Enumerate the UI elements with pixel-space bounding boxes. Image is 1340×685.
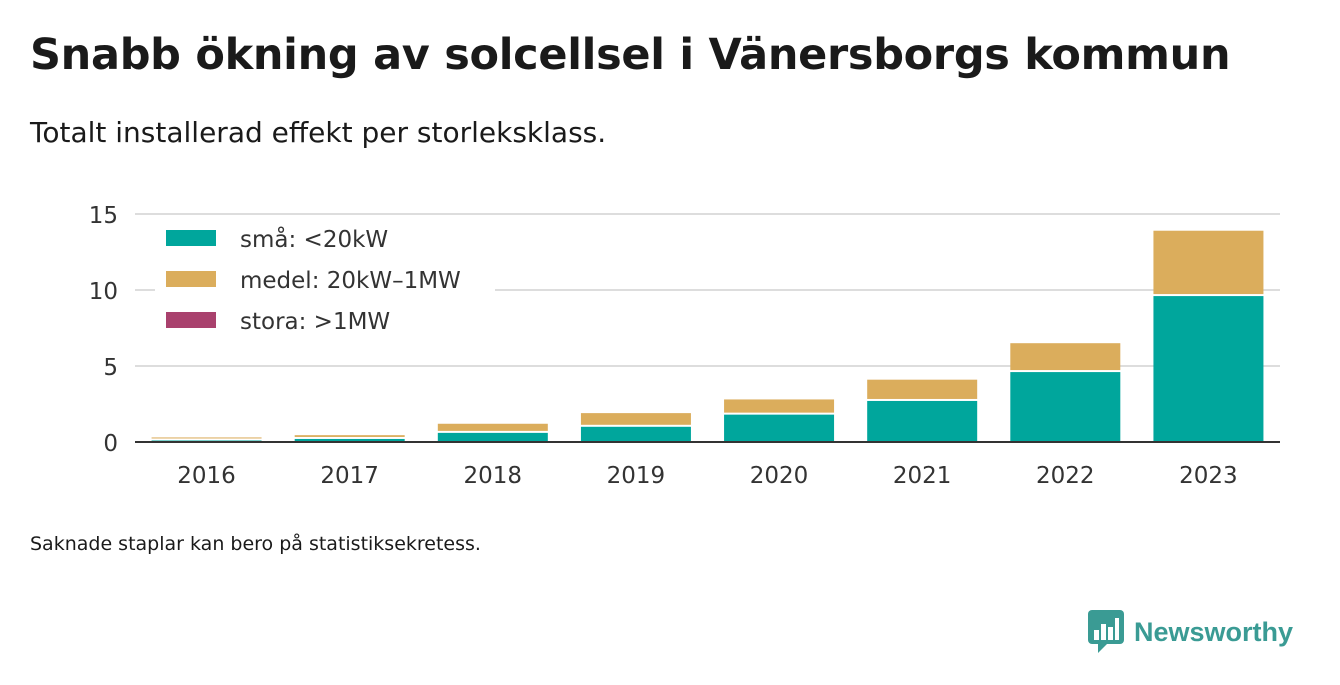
x-tick-label: 2019 [607,463,666,489]
footnote: Saknade staplar kan bero på statistiksek… [30,533,481,555]
y-tick-label: 5 [103,355,118,381]
legend-label: medel: 20kW–1MW [240,268,461,294]
legend-label: stora: >1MW [240,309,390,335]
legend-swatch [166,230,216,246]
x-tick-label: 2017 [320,463,379,489]
bar-segment [1010,372,1121,442]
chart-subtitle: Totalt installerad effekt per storlekskl… [30,116,607,149]
legend: små: <20kW medel: 20kW–1MW stora: >1MW [155,222,495,340]
x-tick-label: 2022 [1036,463,1095,489]
bar-segment [724,414,835,442]
y-tick-label: 15 [89,203,118,229]
bar-segment [437,432,548,442]
bar-segment [580,413,691,425]
x-tick-labels: 2016 2017 2018 2019 2020 2021 2022 2023 [177,463,1237,489]
chart-title: Snabb ökning av solcellsel i Vänersborgs… [30,30,1231,80]
x-tick-label: 2016 [177,463,236,489]
bar-segment [294,435,405,437]
bar-segment [724,399,835,413]
bar-segment [151,437,262,439]
y-tick-label: 0 [103,431,118,457]
brand-name: Newsworthy [1134,616,1294,647]
x-tick-label: 2018 [464,463,523,489]
x-tick-label: 2023 [1179,463,1238,489]
y-tick-labels: 0 5 10 15 [89,203,118,457]
newsworthy-logo: Newsworthy [1088,610,1293,654]
bar-segment [437,423,548,431]
bar-segment [867,379,978,399]
bar-segment [1010,343,1121,371]
legend-label: små: <20kW [240,225,388,253]
chart-bubble-icon [1088,610,1124,653]
bar-segment [867,400,978,442]
bar-segment [1153,230,1264,295]
bar-segment [580,426,691,442]
bar-segment [1153,296,1264,442]
bar-segment [294,438,405,442]
x-tick-label: 2021 [893,463,952,489]
legend-swatch [166,271,216,287]
bars [151,230,1264,442]
y-tick-label: 10 [89,279,118,305]
legend-swatch [166,312,216,328]
x-tick-label: 2020 [750,463,809,489]
